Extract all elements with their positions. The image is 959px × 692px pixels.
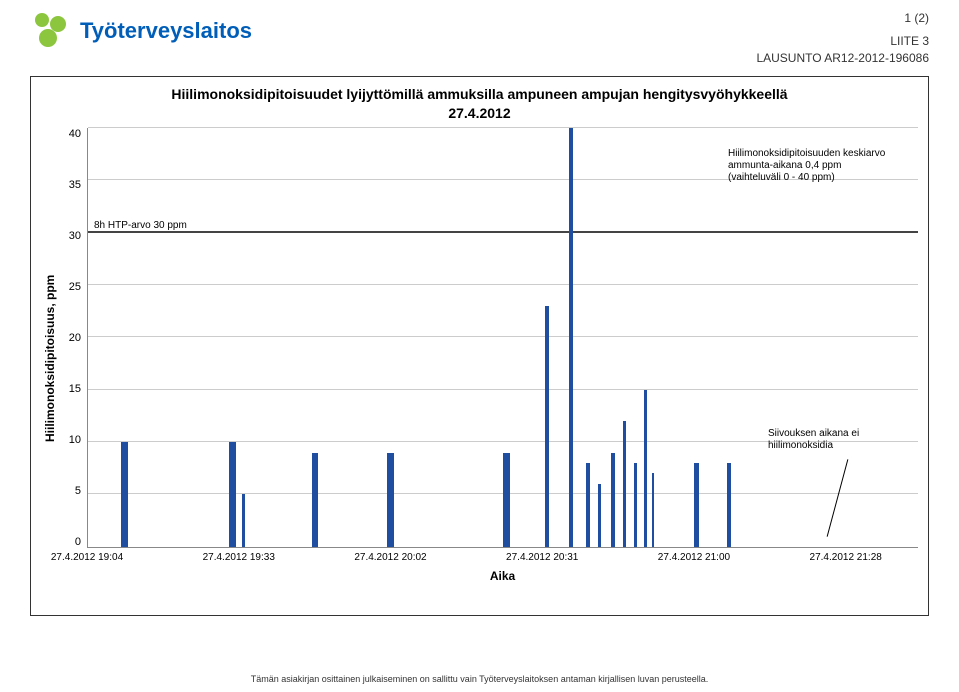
spike-bar <box>694 463 699 547</box>
doc-meta: 1 (2) LIITE 3 LAUSUNTO AR12-2012-196086 <box>756 10 929 66</box>
y-ticks: 40 35 30 25 20 15 10 5 0 <box>59 128 87 548</box>
page-number: 1 (2) <box>756 10 929 27</box>
attachment-label: LIITE 3 <box>756 33 929 50</box>
spike-bar <box>727 463 731 547</box>
gridline <box>88 336 918 337</box>
annotation-avg: Hiilimonoksidipitoisuuden keskiarvo ammu… <box>728 148 888 184</box>
spike-bar <box>242 494 245 546</box>
x-axis-label: Aika <box>87 569 918 583</box>
doc-reference: LAUSUNTO AR12-2012-196086 <box>756 50 929 67</box>
spike-bar <box>312 453 318 547</box>
gridline <box>88 284 918 285</box>
annotation-cleaning: Siivouksen aikana ei hiilimonoksidia <box>768 428 888 452</box>
x-tick: 27.4.2012 21:28 <box>810 552 882 563</box>
x-tick: 27.4.2012 19:04 <box>51 552 123 563</box>
gridline <box>88 127 918 128</box>
y-tick: 15 <box>61 383 81 395</box>
header: Työterveyslaitos 1 (2) LIITE 3 LAUSUNTO … <box>0 0 959 66</box>
spike-bar <box>652 473 654 546</box>
y-tick: 25 <box>61 281 81 293</box>
x-tick: 27.4.2012 20:31 <box>506 552 578 563</box>
annotation-pointer <box>827 459 849 537</box>
spike-bar <box>598 484 601 547</box>
y-tick: 0 <box>61 536 81 548</box>
spike-bar <box>387 453 394 547</box>
htp-threshold-line <box>88 231 918 233</box>
gridline <box>88 389 918 390</box>
chart-title: Hiilimonoksidipitoisuudet lyijyttömillä … <box>41 85 918 121</box>
y-tick: 35 <box>61 179 81 191</box>
logo: Työterveyslaitos <box>30 10 252 52</box>
org-name: Työterveyslaitos <box>80 18 252 44</box>
y-tick: 40 <box>61 128 81 140</box>
footer-disclaimer: Tämän asiakirjan osittainen julkaisemine… <box>0 674 959 684</box>
plot-area: 8h HTP-arvo 30 ppm Hiilimonoksidipitoisuu… <box>87 128 918 548</box>
x-ticks: 27.4.2012 19:0427.4.2012 19:3327.4.2012 … <box>87 548 918 563</box>
spike-bar <box>121 442 128 547</box>
x-tick: 27.4.2012 21:00 <box>658 552 730 563</box>
spike-bar <box>503 453 510 547</box>
chart-panel: Hiilimonoksidipitoisuudet lyijyttömillä … <box>30 76 929 616</box>
logo-icon <box>30 10 72 52</box>
spike-bar <box>644 390 647 547</box>
x-tick: 27.4.2012 19:33 <box>203 552 275 563</box>
x-tick: 27.4.2012 20:02 <box>354 552 426 563</box>
spike-bar <box>586 463 590 547</box>
spike-bar <box>634 463 637 547</box>
htp-threshold-label: 8h HTP-arvo 30 ppm <box>94 220 187 231</box>
spike-bar <box>611 453 615 547</box>
spike-bar <box>569 128 573 547</box>
y-tick: 20 <box>61 332 81 344</box>
y-tick: 10 <box>61 434 81 446</box>
spike-bar <box>545 306 549 547</box>
spike-bar <box>623 421 626 547</box>
y-tick: 5 <box>61 485 81 497</box>
y-tick: 30 <box>61 230 81 242</box>
y-axis-label: Hiilimonoksidipitoisuus, ppm <box>41 128 59 588</box>
spike-bar <box>229 442 236 547</box>
